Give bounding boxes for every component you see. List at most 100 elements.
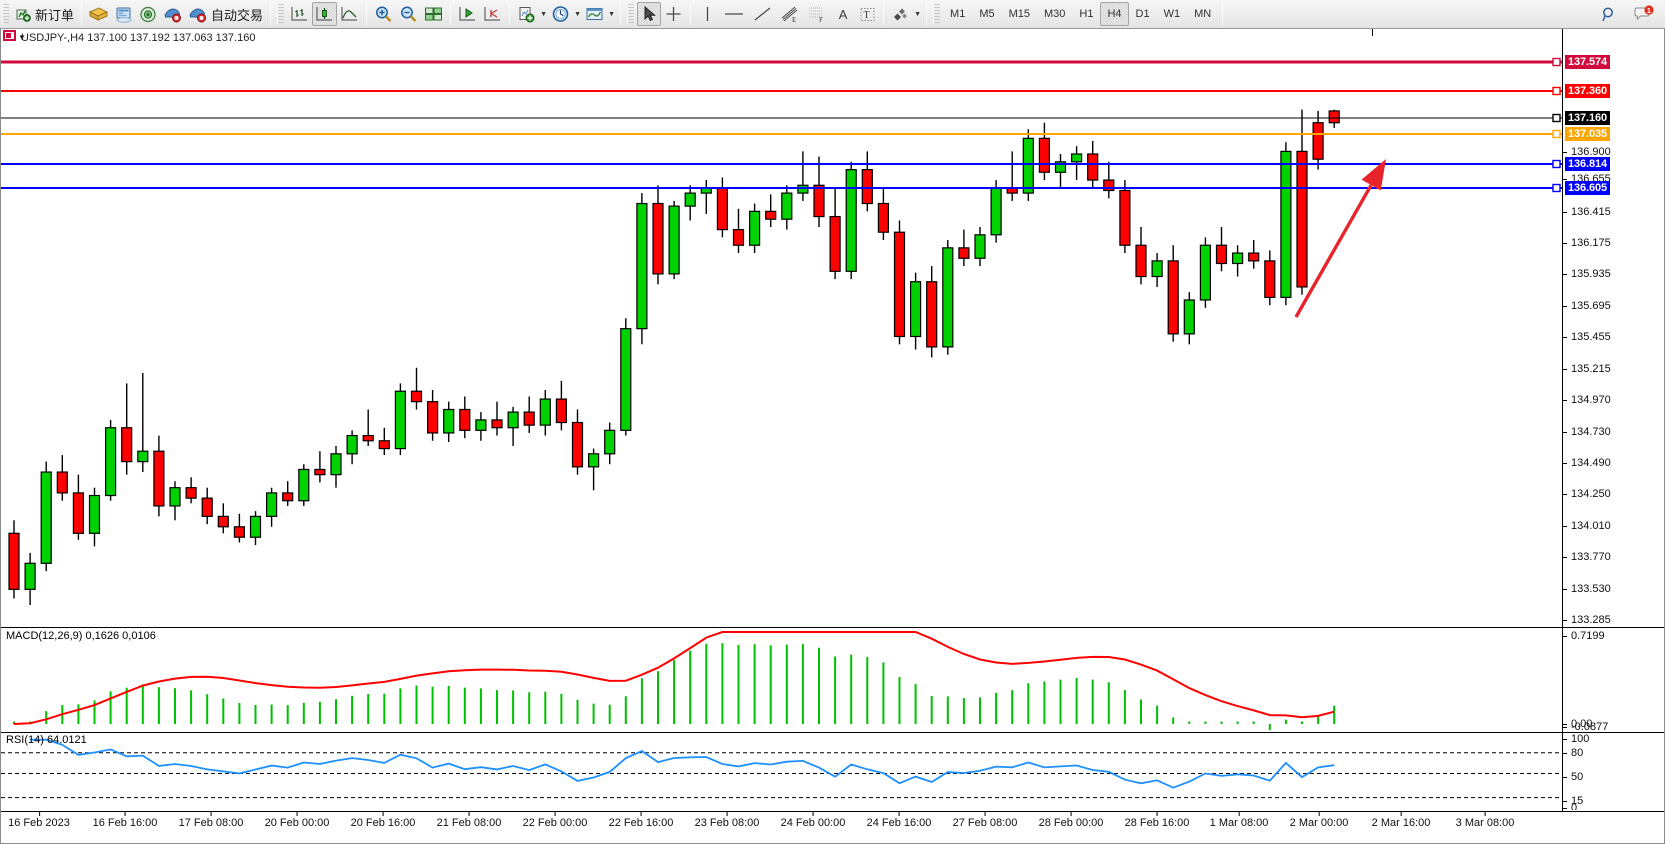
macd-plot[interactable]	[1, 628, 1562, 731]
candle-body	[378, 440, 390, 450]
macd-histogram-bar	[801, 644, 804, 724]
terminal-button[interactable]	[160, 2, 185, 26]
candle-body	[829, 215, 841, 272]
candle-body	[362, 434, 374, 442]
vertical-line-icon	[706, 7, 708, 21]
toolbar-grip-3[interactable]	[627, 4, 635, 24]
time-axis[interactable]: 16 Feb 2023 16 Feb 16:00 17 Feb 08:00 20 Fe…	[1, 811, 1664, 842]
macd-histogram-bar	[737, 645, 740, 724]
zoom-in-button[interactable]	[371, 2, 396, 26]
text-box-icon: T	[860, 7, 875, 21]
bar-chart-button[interactable]	[287, 2, 312, 26]
price-level-label[interactable]: 137.035	[1565, 127, 1611, 141]
bullish-trend-arrow[interactable]	[1, 29, 1562, 626]
level-anchor-handle[interactable]	[1552, 57, 1561, 67]
vertical-line-button[interactable]	[695, 2, 719, 26]
price-axis-tick: 134.250	[1563, 488, 1611, 500]
candle-body	[491, 419, 503, 429]
auto-scroll-button[interactable]	[480, 2, 505, 26]
macd-histogram-bar	[544, 691, 547, 724]
new-chart-dropdown-caret[interactable]: ▼	[540, 10, 547, 18]
macd-pane[interactable]: MACD(12,26,9) 0,1626 0,0106 0.7199 0.00 -0…	[1, 627, 1664, 731]
line-chart-button[interactable]	[337, 2, 362, 26]
candlestick-chart-button[interactable]	[312, 2, 338, 26]
equidistant-channel-icon: E	[781, 6, 798, 23]
toolbar-grip-4[interactable]	[933, 4, 941, 24]
timeframe-m15[interactable]: M15	[1002, 2, 1037, 26]
toolbar-grip-1[interactable]	[2, 4, 9, 24]
price-plot[interactable]	[1, 29, 1562, 626]
rsi-pane[interactable]: RSI(14) 64.0121 100 80 50 15 0	[1, 732, 1664, 810]
horizontal-level-lines[interactable]	[1, 29, 1562, 626]
arrow-shaft[interactable]	[1294, 184, 1373, 318]
autotrade-button[interactable]: 自动交易	[185, 2, 266, 26]
price-level-label[interactable]: 137.160	[1565, 111, 1611, 125]
market-watch-button[interactable]	[86, 2, 111, 26]
indicators-dropdown-caret[interactable]: ▼	[608, 10, 615, 18]
candle-body	[298, 468, 310, 502]
price-pane[interactable]: ▼ USDJPY-,H4 137.100 137.192 137.063 137…	[1, 29, 1664, 626]
cursor-button[interactable]	[637, 2, 662, 26]
time-axis-tick: 22 Feb 16:00	[608, 811, 674, 829]
macd-histogram-bar	[383, 693, 386, 724]
text-box-button[interactable]: T	[855, 2, 879, 26]
toolbar-grip-2[interactable]	[277, 4, 285, 24]
level-anchor-handle[interactable]	[1552, 129, 1561, 139]
level-anchor-handle[interactable]	[1552, 113, 1561, 123]
macd-histogram-bar	[77, 704, 80, 724]
new-order-button[interactable]: 新订单	[12, 2, 77, 26]
period-dropdown-caret[interactable]: ▼	[574, 10, 581, 18]
arrow-head[interactable]	[1361, 159, 1386, 191]
macd-axis-tick: -0.0877	[1563, 721, 1608, 731]
level-anchor-handle[interactable]	[1552, 183, 1561, 193]
candle-body	[475, 419, 487, 431]
timeframe-h4[interactable]: H4	[1100, 2, 1129, 26]
macd-histogram-bar	[946, 696, 949, 724]
price-level-label[interactable]: 136.605	[1565, 181, 1611, 195]
price-axis[interactable]: 136.900 136.655 136.415 136.175 135.935 135.6…	[1563, 29, 1664, 626]
macd-histogram-bar	[270, 704, 273, 724]
notifications-button[interactable]: 1	[1631, 2, 1657, 26]
drawing-objects-button[interactable]	[888, 2, 913, 26]
period-button[interactable]	[548, 2, 573, 26]
level-anchor-handle[interactable]	[1552, 86, 1561, 96]
time-axis-tick: 27 Feb 08:00	[952, 811, 1018, 829]
timeframe-h1[interactable]: H1	[1072, 2, 1100, 26]
zoom-out-icon	[401, 6, 417, 22]
chart-shift-button[interactable]	[455, 2, 480, 26]
fibonacci-button[interactable]: F	[804, 2, 831, 26]
search-button[interactable]	[1597, 2, 1621, 26]
price-axis-tick: 135.695	[1563, 300, 1611, 312]
data-window-button[interactable]	[111, 2, 136, 26]
timeframe-m30[interactable]: M30	[1037, 2, 1072, 26]
candle-body	[314, 468, 326, 476]
timeframe-mn[interactable]: MN	[1187, 2, 1218, 26]
equidistant-channel-button[interactable]: E	[777, 2, 804, 26]
timeframe-d1[interactable]: D1	[1129, 2, 1157, 26]
crosshair-button[interactable]	[661, 2, 686, 26]
timeframe-m5[interactable]: M5	[972, 2, 1001, 26]
candle-body	[539, 398, 551, 426]
level-anchor-handle[interactable]	[1552, 159, 1561, 169]
chart-menu-caret[interactable]: ▼	[18, 33, 26, 42]
tile-windows-button[interactable]	[421, 2, 446, 26]
chart-container[interactable]: ▼ USDJPY-,H4 137.100 137.192 137.063 137…	[0, 29, 1665, 844]
price-level-label[interactable]: 137.574	[1565, 55, 1611, 69]
trendline-button[interactable]	[749, 2, 777, 26]
text-label-button[interactable]: A	[831, 2, 855, 26]
price-level-label[interactable]: 137.360	[1565, 84, 1611, 98]
navigator-button[interactable]	[136, 2, 160, 26]
drawing-objects-dropdown-caret[interactable]: ▼	[914, 10, 921, 18]
timeframe-m1[interactable]: M1	[943, 2, 972, 26]
macd-histogram-bar	[206, 694, 209, 724]
candle-body	[909, 281, 922, 338]
indicators-button[interactable]	[582, 2, 607, 26]
price-level-label[interactable]: 136.814	[1565, 157, 1611, 171]
timeframe-w1[interactable]: W1	[1157, 2, 1188, 26]
macd-histogram-bar	[1268, 724, 1271, 731]
zoom-out-button[interactable]	[396, 2, 421, 26]
new-chart-button[interactable]	[514, 2, 539, 26]
period-icon	[552, 6, 569, 22]
rsi-plot[interactable]	[1, 733, 1562, 810]
horizontal-line-button[interactable]	[719, 2, 749, 26]
